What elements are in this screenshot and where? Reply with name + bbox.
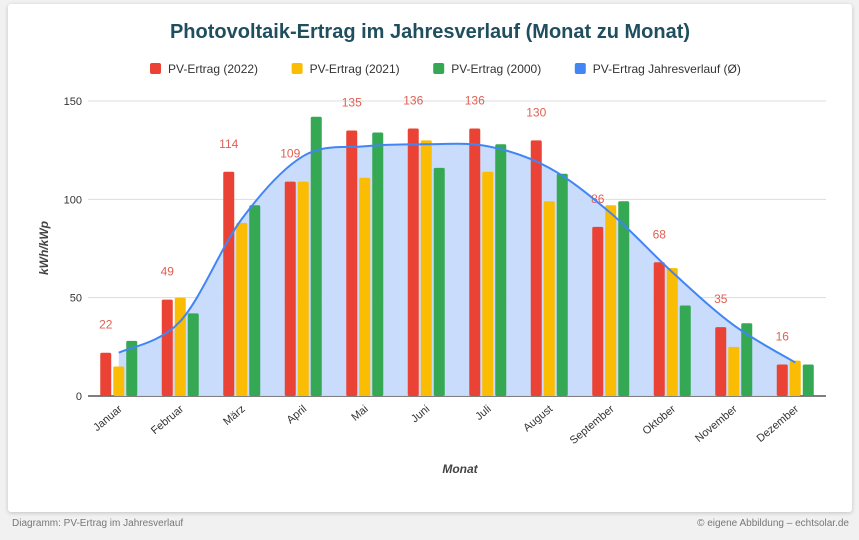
bar-0 <box>592 226 604 396</box>
chart-title: Photovoltaik-Ertrag im Jahresverlauf (Mo… <box>170 21 690 43</box>
data-label: 16 <box>776 330 790 344</box>
bar-1 <box>359 177 371 396</box>
x-axis-title: Monat <box>442 462 478 476</box>
data-label: 68 <box>653 227 667 241</box>
bar-0 <box>346 130 358 396</box>
bar-1 <box>666 268 678 396</box>
data-label: 35 <box>714 292 728 306</box>
y-tick-label: 50 <box>70 293 82 305</box>
legend-label: PV-Ertrag Jahresverlauf (Ø) <box>593 62 741 76</box>
legend-swatch <box>574 63 586 74</box>
legend-swatch <box>150 63 161 74</box>
legend-label: PV-Ertrag (2022) <box>168 62 258 76</box>
bar-2 <box>495 144 507 396</box>
x-tick-label: August <box>521 403 555 434</box>
legend-label: PV-Ertrag (2021) <box>310 62 400 76</box>
x-tick-label: September <box>568 403 617 447</box>
average-line <box>118 142 796 364</box>
x-tick-label: Februar <box>149 403 186 437</box>
bar-1 <box>420 140 432 396</box>
x-tick-label: Juli <box>473 403 493 423</box>
x-tick-label: April <box>285 403 310 426</box>
bar-2 <box>741 323 753 396</box>
data-label: 136 <box>403 94 423 108</box>
bar-1 <box>789 360 801 396</box>
data-label: 109 <box>280 147 300 161</box>
y-tick-label: 0 <box>76 391 82 403</box>
bar-0 <box>653 262 665 396</box>
legend-swatch <box>291 63 303 74</box>
x-tick-label: Juni <box>409 403 432 425</box>
data-label: 49 <box>161 265 175 279</box>
x-tick-label: Oktober <box>640 403 678 438</box>
bar-2 <box>187 313 199 396</box>
bar-2 <box>618 201 630 396</box>
bar-0 <box>100 352 112 396</box>
bar-2 <box>249 205 261 396</box>
bar-0 <box>776 364 788 396</box>
x-tick-label: Dezember <box>755 403 802 445</box>
y-tick-label: 100 <box>64 194 82 206</box>
bar-0 <box>223 171 235 396</box>
bar-0 <box>407 128 419 397</box>
x-tick-label: November <box>693 403 740 445</box>
y-axis-title: kWh/kWp <box>37 221 51 275</box>
data-label: 86 <box>591 192 605 206</box>
bar-0 <box>530 140 542 396</box>
bar-1 <box>543 201 555 396</box>
legend-label: PV-Ertrag (2000) <box>451 62 541 76</box>
y-tick-label: 150 <box>64 96 82 108</box>
legend: PV-Ertrag (2022) PV-Ertrag (2021) PV-Ertra… <box>150 62 741 76</box>
bar-2 <box>802 364 814 396</box>
x-tick-label: März <box>221 403 247 428</box>
bar-1 <box>174 297 186 396</box>
footer-credit: © eigene Abbildung – echtsolar.de <box>697 518 849 529</box>
bar-0 <box>284 181 296 396</box>
average-area <box>118 143 796 396</box>
data-label: 135 <box>342 96 362 110</box>
bar-1 <box>482 171 494 396</box>
bar-2 <box>372 132 384 396</box>
bar-0 <box>161 299 173 396</box>
bar-0 <box>715 327 727 396</box>
bar-1 <box>605 205 617 396</box>
data-label: 130 <box>526 105 546 119</box>
bar-1 <box>113 366 125 396</box>
footer-caption: Diagramm: PV-Ertrag im Jahresverlauf <box>12 518 184 529</box>
data-label: 114 <box>219 137 238 151</box>
x-tick-label: Januar <box>91 403 125 434</box>
data-label: 22 <box>99 318 113 332</box>
bar-2 <box>433 167 445 396</box>
bar-2 <box>310 116 322 396</box>
data-label: 136 <box>465 94 485 108</box>
legend-swatch <box>433 63 445 74</box>
bar-1 <box>297 181 309 396</box>
bar-0 <box>469 128 481 397</box>
bar-2 <box>126 340 138 396</box>
bar-2 <box>556 173 568 396</box>
bar-1 <box>728 346 740 396</box>
bar-1 <box>236 222 248 396</box>
bar-2 <box>679 305 691 396</box>
x-tick-label: Mai <box>349 403 370 424</box>
